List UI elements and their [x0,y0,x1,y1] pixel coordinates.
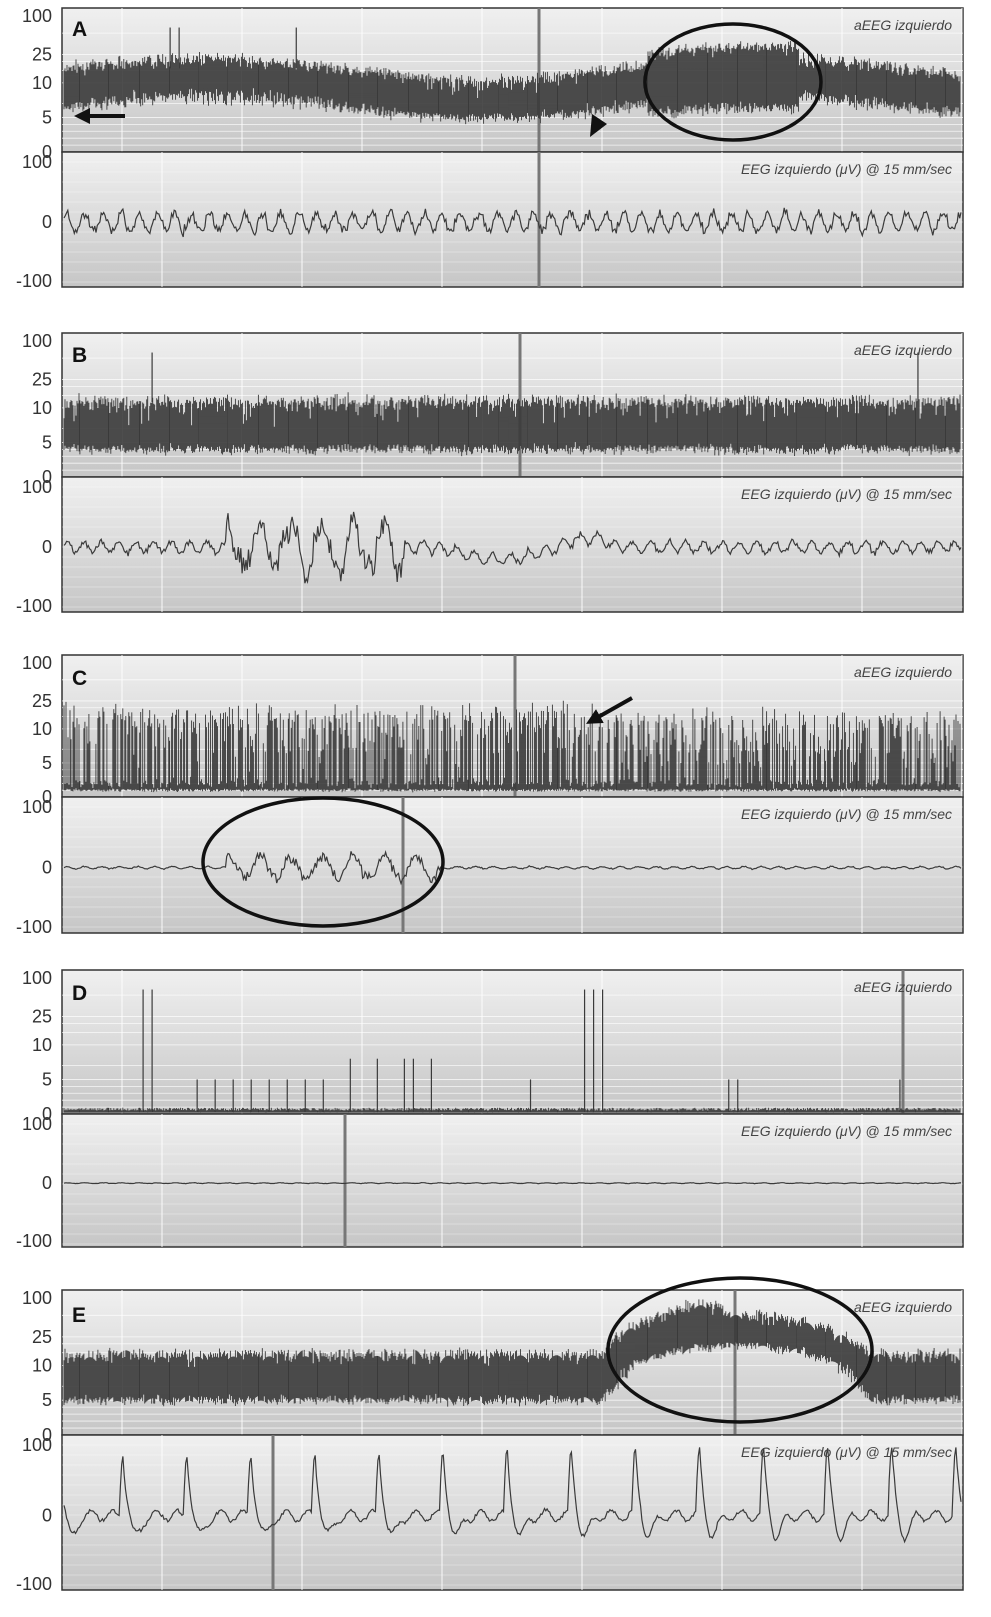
eeg-tick-label: 0 [42,1173,52,1193]
aeeg-channel-label: aEEG izquierdo [854,979,952,995]
annotation-ellipse [201,796,445,928]
eeg-tick-label: -100 [16,271,52,291]
eeg-channel-label: EEG izquierdo (μV) @ 15 mm/sec [741,806,952,822]
eeg-trace [63,511,962,585]
eeg-tick-label: -100 [16,596,52,616]
aeeg-tick-label: 10 [32,398,52,418]
aeeg-trace [63,392,961,457]
aeeg-tick-label: 100 [22,331,52,351]
eeg-channel-label: EEG izquierdo (μV) @ 15 mm/sec [741,486,952,502]
aeeg-tick-label: 0 [42,467,52,487]
eeg-trace [63,1447,962,1544]
eeg-tick-label: 0 [42,212,52,232]
aeeg-tick-label: 100 [22,6,52,26]
eeg-plot-area [61,1113,964,1248]
aeeg-tick-label: 25 [32,45,52,65]
eeg-tick-label: 100 [22,1435,52,1455]
panel-letter: B [72,344,87,367]
eeg-trace [63,850,962,886]
panel-letter: C [72,667,87,690]
eeg-trace [63,207,962,238]
aeeg-tick-label: 25 [32,691,52,711]
panel-letter: D [72,982,87,1005]
eeg-tick-label: 0 [42,858,52,878]
panel-letter: E [72,1304,86,1327]
aeeg-tick-label: 5 [42,107,52,127]
aeeg-trace [63,1299,961,1407]
eeg-channel-label: EEG izquierdo (μV) @ 15 mm/sec [741,1444,952,1460]
aeeg-tick-label: 5 [42,1069,52,1089]
aeeg-tick-label: 0 [42,1425,52,1445]
aeeg-trace [63,700,961,793]
eeg-tick-label: 0 [42,537,52,557]
eeg-plot-area [61,796,964,934]
aeeg-tick-label: 5 [42,432,52,452]
aeeg-tick-label: 10 [32,73,52,93]
aeeg-tick-label: 10 [32,719,52,739]
aeeg-tick-label: 25 [32,1007,52,1027]
eeg-tick-label: 100 [22,1114,52,1134]
aeeg-tick-label: 0 [42,142,52,162]
aeeg-tick-label: 25 [32,370,52,390]
panel-letter: A [72,18,87,41]
aeeg-tick-label: 5 [42,753,52,773]
aeeg-trace [63,1107,961,1113]
eeg-plot-area [61,151,964,288]
eeg-channel-label: EEG izquierdo (μV) @ 15 mm/sec [741,161,952,177]
annotation-ellipse [643,22,823,142]
aeeg-tick-label: 100 [22,968,52,988]
aeeg-tick-label: 10 [32,1355,52,1375]
eeg-trace [63,1181,961,1185]
aeeg-tick-label: 0 [42,787,52,807]
eeg-channel-label: EEG izquierdo (μV) @ 15 mm/sec [741,1123,952,1139]
annotation-arrow [586,696,633,724]
aeeg-tick-label: 25 [32,1327,52,1347]
aeeg-plot-area [61,969,964,1115]
annotation-arrowhead [590,114,607,137]
eeg-tick-label: -100 [16,917,52,937]
aeeg-channel-label: aEEG izquierdo [854,1299,952,1315]
eeg-tick-label: -100 [16,1574,52,1594]
aeeg-tick-label: 100 [22,653,52,673]
aeeg-channel-label: aEEG izquierdo [854,17,952,33]
aeeg-tick-label: 10 [32,1035,52,1055]
aeeg-tick-label: 100 [22,1288,52,1308]
eeg-plot-area [61,476,964,613]
eeg-tick-label: 100 [22,477,52,497]
eeg-tick-label: 100 [22,797,52,817]
eeg-tick-label: 100 [22,152,52,172]
aeeg-channel-label: aEEG izquierdo [854,664,952,680]
annotation-ellipse [606,1276,874,1424]
aeeg-tick-label: 0 [42,1104,52,1124]
aeeg-tick-label: 5 [42,1390,52,1410]
eeg-tick-label: -100 [16,1231,52,1251]
aeeg-channel-label: aEEG izquierdo [854,342,952,358]
aeeg-trace [63,39,961,125]
eeg-tick-label: 0 [42,1506,52,1526]
